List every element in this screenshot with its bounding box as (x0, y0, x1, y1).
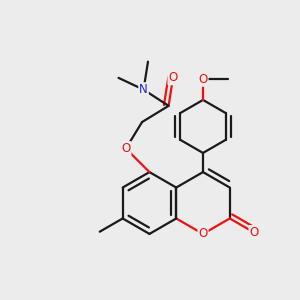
Text: O: O (198, 227, 208, 240)
Text: O: O (121, 142, 130, 155)
Text: O: O (249, 226, 259, 239)
Text: N: N (139, 83, 148, 96)
Text: O: O (198, 73, 208, 86)
Text: O: O (168, 71, 178, 84)
